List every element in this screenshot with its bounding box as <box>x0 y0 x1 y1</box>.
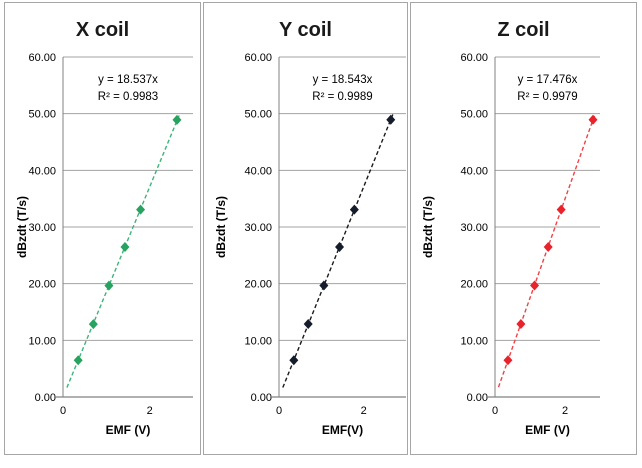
y-axis-title: dBzdt (T/s) <box>214 196 228 258</box>
data-point-marker <box>136 204 146 215</box>
y-tick-label: 0.00 <box>251 392 272 404</box>
data-point-marker <box>303 319 313 330</box>
chart-title: Z coil <box>497 19 549 41</box>
chart-panel-y-coil: 0.00 10.00 20.00 30.00 40.00 50.00 60.00 0 2 Y co… <box>203 2 408 455</box>
chart-title: Y coil <box>279 19 332 41</box>
chart-panel-z-coil: 0.00 10.00 20.00 30.00 40.00 50.00 60.00 0 2 Z co… <box>410 2 637 455</box>
data-point-marker <box>73 355 83 366</box>
y-tick-label: 30.00 <box>28 222 56 234</box>
trendline-r-squared: R² = 0.9983 <box>98 91 158 103</box>
trendline <box>497 115 596 388</box>
x-coil-chart: 0.00 10.00 20.00 30.00 40.00 50.00 60.00 0 2 X co… <box>15 19 193 437</box>
y-tick-label: 20.00 <box>460 279 488 291</box>
data-point-marker <box>319 280 329 291</box>
x-tick-label: 2 <box>147 405 153 417</box>
data-point-marker <box>289 355 299 366</box>
x-tick-label: 2 <box>361 405 367 417</box>
data-point-marker <box>503 355 513 366</box>
data-point-marker <box>588 114 598 125</box>
data-point-marker <box>104 280 114 291</box>
x-axis-title: EMF(V) <box>322 423 363 437</box>
z-coil-chart: 0.00 10.00 20.00 30.00 40.00 50.00 60.00 0 2 Z co… <box>421 19 600 437</box>
y-tick-label: 40.00 <box>28 165 56 177</box>
trendline-equation: y = 17.476x <box>518 74 578 86</box>
y-tick-label: 0.00 <box>35 392 56 404</box>
y-tick-label: 40.00 <box>244 165 272 177</box>
x-axis-title: EMF (V) <box>106 423 151 437</box>
trendline <box>282 114 394 388</box>
data-point-marker <box>530 280 540 291</box>
y-tick-label: 60.00 <box>244 52 272 64</box>
y-tick-label: 0.00 <box>467 392 488 404</box>
y-tick-label: 50.00 <box>244 109 272 121</box>
data-point-marker <box>349 204 359 215</box>
y-axis-title: dBzdt (T/s) <box>15 196 29 258</box>
y-tick-label: 40.00 <box>460 165 488 177</box>
y-tick-label: 30.00 <box>244 222 272 234</box>
chart-title: X coil <box>76 19 129 41</box>
data-point-marker <box>516 319 526 330</box>
trendline-r-squared: R² = 0.9989 <box>312 91 372 103</box>
data-point-marker <box>543 242 553 253</box>
y-tick-label: 30.00 <box>460 222 488 234</box>
y-tick-label: 20.00 <box>28 279 56 291</box>
trendline <box>66 115 180 388</box>
trendline-equation: y = 18.543x <box>313 74 373 86</box>
y-tick-label: 10.00 <box>244 335 272 347</box>
data-point-marker <box>335 242 345 253</box>
x-tick-label: 0 <box>276 405 282 417</box>
y-tick-label: 60.00 <box>28 52 56 64</box>
y-tick-label: 50.00 <box>28 109 56 121</box>
x-tick-label: 2 <box>562 405 568 417</box>
y-coil-chart: 0.00 10.00 20.00 30.00 40.00 50.00 60.00 0 2 Y co… <box>214 19 406 437</box>
y-tick-label: 60.00 <box>460 52 488 64</box>
x-tick-label: 0 <box>492 405 498 417</box>
y-tick-label: 20.00 <box>244 279 272 291</box>
y-tick-label: 10.00 <box>28 335 56 347</box>
trendline-r-squared: R² = 0.9979 <box>517 91 577 103</box>
trendline-equation: y = 18.537x <box>98 74 158 86</box>
chart-panel-x-coil: 0.00 10.00 20.00 30.00 40.00 50.00 60.00 0 2 X co… <box>4 2 201 455</box>
y-axis-title: dBzdt (T/s) <box>421 196 435 258</box>
y-tick-label: 10.00 <box>460 335 488 347</box>
data-point-marker <box>120 242 130 253</box>
data-point-marker <box>556 204 566 215</box>
x-tick-label: 0 <box>60 405 66 417</box>
data-point-marker <box>386 114 396 125</box>
data-point-marker <box>88 319 98 330</box>
data-point-marker <box>172 114 182 125</box>
x-axis-title: EMF (V) <box>525 423 570 437</box>
y-tick-label: 50.00 <box>460 109 488 121</box>
